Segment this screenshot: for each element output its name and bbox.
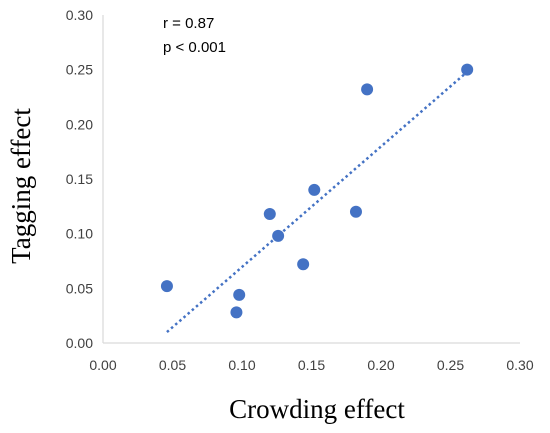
annotation-p: p < 0.001 xyxy=(163,39,226,56)
y-axis-title: Tagging effect xyxy=(6,108,36,264)
y-tick-label: 0.25 xyxy=(66,62,93,78)
x-tick-label: 0.20 xyxy=(367,357,394,373)
data-points xyxy=(160,63,474,319)
x-tick-labels: 0.00 0.05 0.10 0.15 0.20 0.25 0.30 xyxy=(89,357,533,373)
data-point xyxy=(361,83,374,96)
trendline-group xyxy=(166,70,468,334)
trendline xyxy=(166,70,468,334)
x-tick-label: 0.05 xyxy=(159,357,186,373)
y-tick-label: 0.10 xyxy=(66,226,93,242)
data-point xyxy=(230,306,243,319)
x-axis-title: Crowding effect xyxy=(229,394,405,424)
y-tick-label: 0.00 xyxy=(66,335,93,351)
data-point xyxy=(160,280,173,293)
data-point xyxy=(461,63,474,76)
x-tick-label: 0.15 xyxy=(298,357,325,373)
y-tick-label: 0.05 xyxy=(66,280,93,296)
y-tick-label: 0.20 xyxy=(66,116,93,132)
data-point xyxy=(272,229,285,242)
y-tick-labels: 0.00 0.05 0.10 0.15 0.20 0.25 0.30 xyxy=(66,7,93,351)
data-point xyxy=(349,205,362,218)
annotation-r: r = 0.87 xyxy=(163,15,214,32)
y-tick-label: 0.15 xyxy=(66,171,93,187)
x-tick-label: 0.00 xyxy=(89,357,116,373)
data-point xyxy=(263,207,276,220)
data-point xyxy=(297,258,310,271)
x-tick-label: 0.25 xyxy=(437,357,464,373)
data-point xyxy=(308,183,321,196)
data-point xyxy=(233,288,246,301)
axes xyxy=(102,15,520,344)
y-tick-label: 0.30 xyxy=(66,7,93,23)
x-tick-label: 0.30 xyxy=(506,357,533,373)
x-tick-label: 0.10 xyxy=(228,357,255,373)
